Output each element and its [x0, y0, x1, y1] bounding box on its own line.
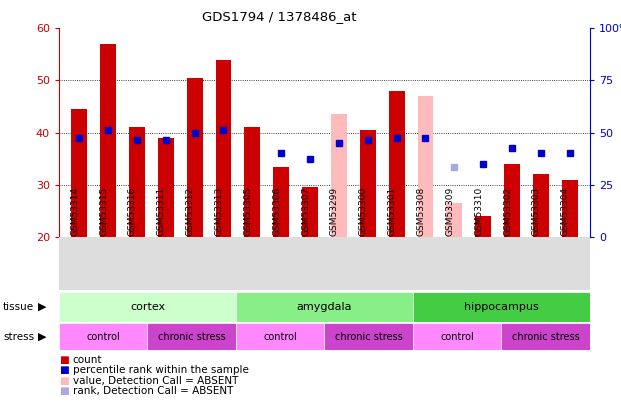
- Bar: [360, 130, 376, 237]
- Bar: [324, 323, 413, 350]
- Bar: [331, 114, 347, 237]
- Text: ■: ■: [59, 355, 69, 364]
- Bar: [71, 109, 87, 237]
- Text: ▶: ▶: [38, 332, 47, 341]
- Text: rank, Detection Call = ABSENT: rank, Detection Call = ABSENT: [73, 386, 233, 396]
- Text: chronic stress: chronic stress: [158, 332, 225, 341]
- Bar: [562, 179, 578, 237]
- Bar: [302, 188, 318, 237]
- Text: value, Detection Call = ABSENT: value, Detection Call = ABSENT: [73, 376, 238, 386]
- Text: control: control: [263, 332, 297, 341]
- Text: percentile rank within the sample: percentile rank within the sample: [73, 365, 248, 375]
- Bar: [236, 292, 413, 322]
- Bar: [59, 292, 236, 322]
- Bar: [129, 128, 145, 237]
- Bar: [100, 44, 116, 237]
- Text: hippocampus: hippocampus: [464, 302, 539, 312]
- Text: ▶: ▶: [38, 302, 47, 312]
- Text: tissue: tissue: [3, 302, 34, 312]
- Text: cortex: cortex: [130, 302, 165, 312]
- Text: stress: stress: [3, 332, 34, 341]
- Text: ■: ■: [59, 386, 69, 396]
- Bar: [504, 164, 520, 237]
- Bar: [187, 78, 202, 237]
- Text: count: count: [73, 355, 102, 364]
- Bar: [533, 175, 549, 237]
- Bar: [236, 323, 324, 350]
- Bar: [413, 323, 501, 350]
- Bar: [501, 323, 590, 350]
- Text: chronic stress: chronic stress: [512, 332, 579, 341]
- Bar: [158, 138, 174, 237]
- Bar: [273, 166, 289, 237]
- Text: GDS1794 / 1378486_at: GDS1794 / 1378486_at: [202, 10, 356, 23]
- Bar: [446, 203, 462, 237]
- Text: control: control: [86, 332, 120, 341]
- Bar: [475, 216, 491, 237]
- Text: control: control: [440, 332, 474, 341]
- Bar: [389, 91, 404, 237]
- Bar: [147, 323, 236, 350]
- Text: amygdala: amygdala: [297, 302, 352, 312]
- Bar: [413, 292, 590, 322]
- Bar: [245, 128, 260, 237]
- Bar: [59, 323, 147, 350]
- Text: ■: ■: [59, 376, 69, 386]
- Text: chronic stress: chronic stress: [335, 332, 402, 341]
- Bar: [417, 96, 433, 237]
- Bar: [215, 60, 232, 237]
- Text: ■: ■: [59, 365, 69, 375]
